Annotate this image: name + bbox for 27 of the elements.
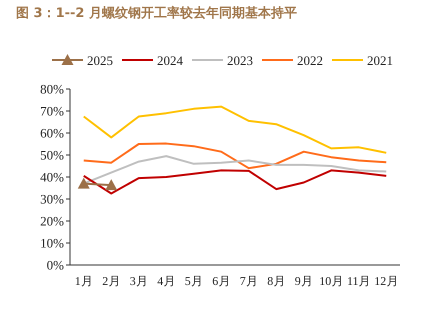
legend-label: 2024 [157,53,184,68]
x-tick-label: 1月 [74,274,93,288]
x-tick-label: 11月 [346,274,371,288]
y-tick-label: 80% [40,82,64,96]
y-tick-label: 60% [40,126,64,140]
x-tick-label: 10月 [319,274,344,288]
y-tick-label: 0% [46,258,64,272]
y-tick-label: 70% [40,104,64,118]
legend-label: 2021 [367,53,393,68]
x-tick-label: 5月 [184,274,203,288]
x-tick-label: 12月 [374,274,398,288]
legend-label: 2022 [297,53,323,68]
y-tick-label: 40% [40,170,64,184]
x-tick-label: 4月 [157,274,176,288]
y-tick-label: 10% [40,236,64,250]
chart-title: 图 3：1--2 月螺纹钢开工率较去年同期基本持平 [16,5,297,21]
y-tick-label: 50% [40,148,64,162]
y-tick-label: 30% [40,192,64,206]
legend-label: 2025 [87,53,113,68]
x-tick-label: 9月 [294,274,313,288]
x-tick-label: 8月 [267,274,286,288]
y-tick-label: 20% [40,214,64,228]
x-tick-label: 2月 [102,274,120,288]
x-tick-label: 3月 [130,274,148,288]
x-tick-label: 6月 [212,274,230,288]
legend-label: 2023 [227,53,253,68]
x-tick-label: 7月 [240,274,258,288]
